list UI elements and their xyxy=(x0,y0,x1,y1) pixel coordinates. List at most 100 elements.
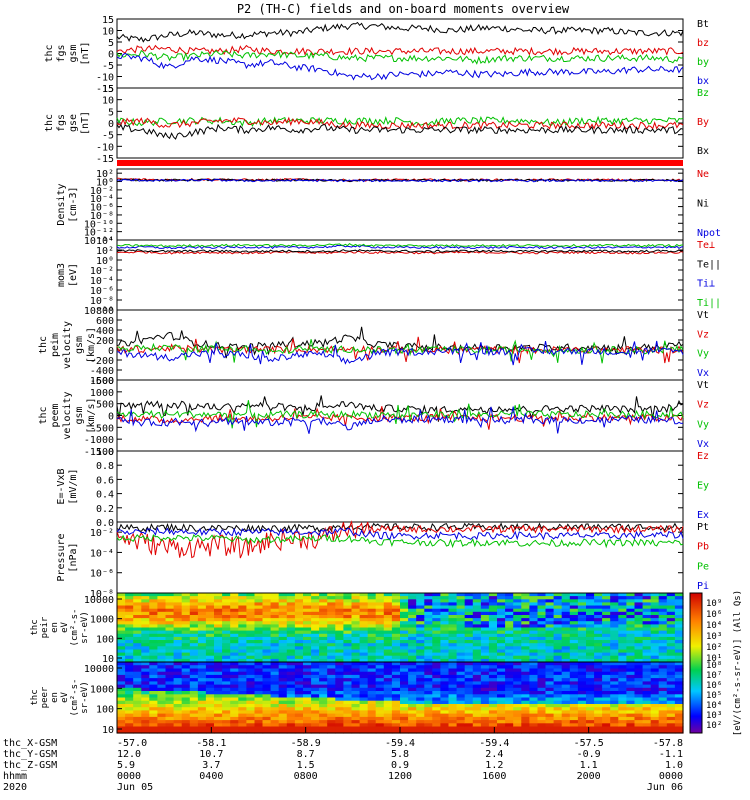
heat-cell xyxy=(658,713,668,718)
heat-cell xyxy=(529,691,539,695)
heat-cell xyxy=(238,720,247,724)
heat-cell xyxy=(610,674,619,679)
heat-cell xyxy=(569,710,579,715)
heat-cell xyxy=(472,697,482,702)
heat-cell xyxy=(238,611,247,616)
heat-cell xyxy=(351,710,361,715)
heat-cell xyxy=(521,643,530,647)
heat-cell xyxy=(294,687,304,692)
heat-cell xyxy=(133,713,142,718)
heat-cell xyxy=(327,678,336,682)
heat-cell xyxy=(416,662,425,666)
heat-cell xyxy=(408,640,417,644)
heat-cell xyxy=(238,729,247,734)
heat-cell xyxy=(642,716,652,721)
heat-cell xyxy=(432,700,441,705)
heat-cell xyxy=(125,627,134,632)
legend-entry: Pi xyxy=(697,581,709,592)
heat-cell xyxy=(294,643,304,647)
heat-cell xyxy=(117,700,126,705)
y-axis-label: (cm²-s- xyxy=(70,679,80,717)
heat-cell xyxy=(367,684,377,689)
legend-entry: Te|| xyxy=(697,259,721,270)
heat-cell xyxy=(602,615,611,619)
heat-cell xyxy=(577,694,587,699)
heat-cell xyxy=(327,630,336,635)
heat-cell xyxy=(569,624,579,629)
heat-cell xyxy=(117,593,126,597)
heat-cell xyxy=(335,674,344,679)
heat-cell xyxy=(666,646,676,650)
heat-cell xyxy=(577,621,587,625)
heat-cell xyxy=(311,646,320,650)
heat-cell xyxy=(117,611,126,616)
heat-cell xyxy=(416,618,425,622)
heat-cell xyxy=(117,627,126,632)
heat-cell xyxy=(173,726,183,731)
x-row-value: 1600 xyxy=(482,771,506,782)
heat-cell xyxy=(246,627,256,632)
heat-cell xyxy=(537,726,547,731)
x-row-value: -58.1 xyxy=(196,738,226,749)
heat-cell xyxy=(165,643,175,647)
heat-cell xyxy=(149,643,158,647)
heat-cell xyxy=(650,649,660,654)
heat-cell xyxy=(157,729,167,734)
heat-cell xyxy=(505,687,514,692)
heat-cell xyxy=(125,710,134,715)
heat-cell xyxy=(246,599,256,603)
heat-cell xyxy=(375,599,385,603)
heat-cell xyxy=(391,704,401,708)
heat-cell xyxy=(529,668,539,673)
heat-cell xyxy=(270,671,280,676)
heat-cell xyxy=(189,633,199,638)
legend-entry: Te⊥ xyxy=(697,240,715,251)
heat-cell xyxy=(602,593,611,597)
heat-cell xyxy=(505,643,514,647)
heat-cell xyxy=(133,668,142,673)
heat-cell xyxy=(416,655,425,660)
x-row-value: Jun 06 xyxy=(647,782,683,793)
heat-cell xyxy=(278,678,288,682)
heat-cell xyxy=(537,602,547,607)
heat-cell xyxy=(674,710,684,715)
heat-cell xyxy=(488,611,498,616)
heat-cell xyxy=(294,646,304,650)
heat-cell xyxy=(505,630,514,635)
heat-cell xyxy=(666,665,676,669)
heat-cell xyxy=(391,678,401,682)
heat-cell xyxy=(464,723,474,728)
heat-cell xyxy=(327,713,336,718)
heat-cell xyxy=(440,611,450,616)
heat-cell xyxy=(222,674,231,679)
heat-cell xyxy=(230,658,239,663)
heat-cell xyxy=(553,668,563,673)
heat-cell xyxy=(141,704,150,708)
heat-cell xyxy=(270,668,280,673)
heat-cell xyxy=(497,662,506,666)
heat-cell xyxy=(521,611,530,616)
heat-cell xyxy=(432,707,441,711)
heat-cell xyxy=(424,624,433,629)
heat-cell xyxy=(262,649,272,654)
heat-cell xyxy=(650,697,660,702)
heat-cell xyxy=(497,674,506,679)
heat-cell xyxy=(303,684,312,689)
heat-cell xyxy=(262,618,272,622)
heat-cell xyxy=(375,608,385,613)
heat-cell xyxy=(230,655,239,660)
heat-cell xyxy=(351,665,361,669)
heat-cell xyxy=(270,674,280,679)
heat-cell xyxy=(586,668,595,673)
heat-cell xyxy=(513,678,522,682)
heat-cell xyxy=(367,716,377,721)
heat-cell xyxy=(359,655,369,660)
heat-cell xyxy=(505,674,514,679)
heat-cell xyxy=(286,630,296,635)
heat-cell xyxy=(594,630,603,635)
heat-cell xyxy=(383,720,393,724)
heat-cell xyxy=(391,665,401,669)
heat-cell xyxy=(545,726,555,731)
heat-cell xyxy=(440,596,450,600)
